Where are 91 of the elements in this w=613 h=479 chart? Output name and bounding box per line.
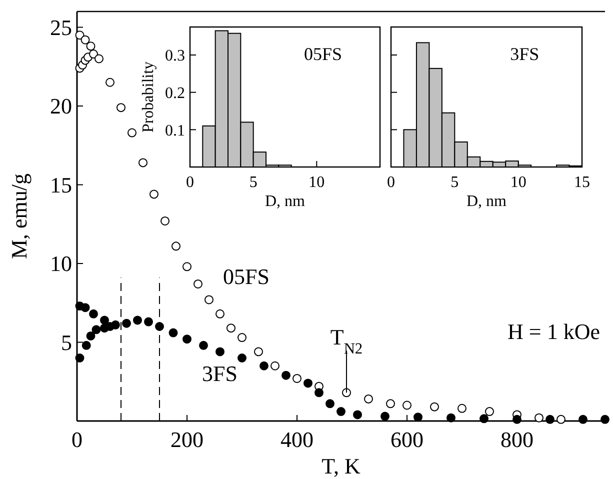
point: [155, 322, 164, 331]
x-tick-label: 800: [500, 427, 534, 452]
y-tick-label: 10: [50, 251, 72, 276]
point: [254, 347, 263, 356]
point: [172, 242, 180, 251]
point: [199, 340, 208, 350]
y-axis-title: M, emu/g: [6, 173, 32, 260]
annotation: 3FS: [510, 44, 540, 64]
x-axis-title: D, nm: [466, 193, 508, 210]
point: [336, 407, 346, 416]
point: [578, 414, 588, 424]
point: [485, 407, 494, 416]
y-tick-label: 20: [50, 94, 72, 119]
x-tick-label: 10: [308, 174, 325, 191]
point: [386, 399, 395, 408]
y-tick-label: 0.3: [165, 48, 185, 65]
point: [534, 413, 544, 422]
point: [106, 78, 114, 87]
point: [282, 370, 290, 380]
point: [430, 402, 439, 412]
point: [480, 414, 488, 424]
point: [160, 216, 170, 226]
point: [128, 128, 136, 138]
point: [86, 42, 96, 51]
annotation: 05FS: [304, 44, 342, 64]
point: [80, 35, 90, 44]
point: [380, 412, 390, 421]
point: [238, 354, 246, 362]
x-tick-label: 15: [574, 174, 590, 191]
y-tick-label: 5: [61, 330, 72, 355]
point: [304, 378, 312, 388]
point: [150, 190, 158, 199]
point: [270, 361, 280, 370]
point: [292, 374, 302, 383]
point: [182, 334, 192, 344]
annotation: T$_{N2}$: [330, 324, 363, 358]
point: [260, 361, 268, 370]
point: [89, 50, 98, 59]
point: [238, 333, 246, 342]
point: [314, 388, 324, 398]
point: [138, 158, 148, 168]
x-tick-label: 5: [249, 174, 258, 191]
point: [326, 399, 334, 408]
point: [342, 388, 351, 398]
point: [116, 103, 126, 112]
point: [92, 325, 101, 334]
point: [182, 262, 192, 272]
point: [82, 340, 91, 350]
point: [216, 347, 224, 356]
point: [414, 412, 422, 422]
y-tick-label: 0.1: [165, 122, 185, 140]
point: [204, 295, 214, 304]
series-label: 05FS: [223, 264, 270, 289]
point: [89, 309, 98, 318]
x-tick-label: 200: [170, 427, 204, 452]
point: [75, 354, 84, 362]
point: [94, 54, 104, 64]
point: [364, 394, 373, 404]
point: [86, 331, 96, 340]
point: [546, 414, 554, 424]
x-axis-title: T, K: [322, 453, 360, 478]
point: [100, 316, 109, 325]
x-tick-label: 10: [510, 174, 526, 191]
x-tick-label: 0: [387, 174, 395, 191]
x-tick-label: 0: [72, 427, 82, 452]
series-label: 3FS: [202, 361, 238, 386]
x-tick-label: 0: [186, 174, 194, 191]
point: [600, 414, 610, 424]
x-tick-label: 5: [450, 174, 459, 191]
x-axis-title: D, nm: [265, 193, 306, 210]
x-tick-label: 600: [390, 427, 424, 452]
point: [168, 328, 178, 338]
point: [402, 400, 412, 410]
point: [353, 410, 362, 420]
x-tick-label: 400: [280, 427, 314, 452]
point: [512, 414, 522, 424]
point: [556, 414, 566, 424]
annotation: H = 1 kOe: [508, 319, 600, 344]
point: [122, 318, 131, 328]
point: [226, 324, 236, 333]
point: [216, 309, 224, 318]
point: [144, 317, 153, 326]
point: [111, 320, 120, 330]
point: [133, 316, 142, 325]
point: [446, 413, 456, 422]
y-tick-label: 0.2: [165, 84, 185, 102]
point: [80, 303, 90, 312]
point: [194, 279, 202, 288]
y-axis-title: Probability: [140, 61, 158, 133]
y-tick-label: 25: [50, 14, 72, 40]
point: [458, 404, 466, 413]
